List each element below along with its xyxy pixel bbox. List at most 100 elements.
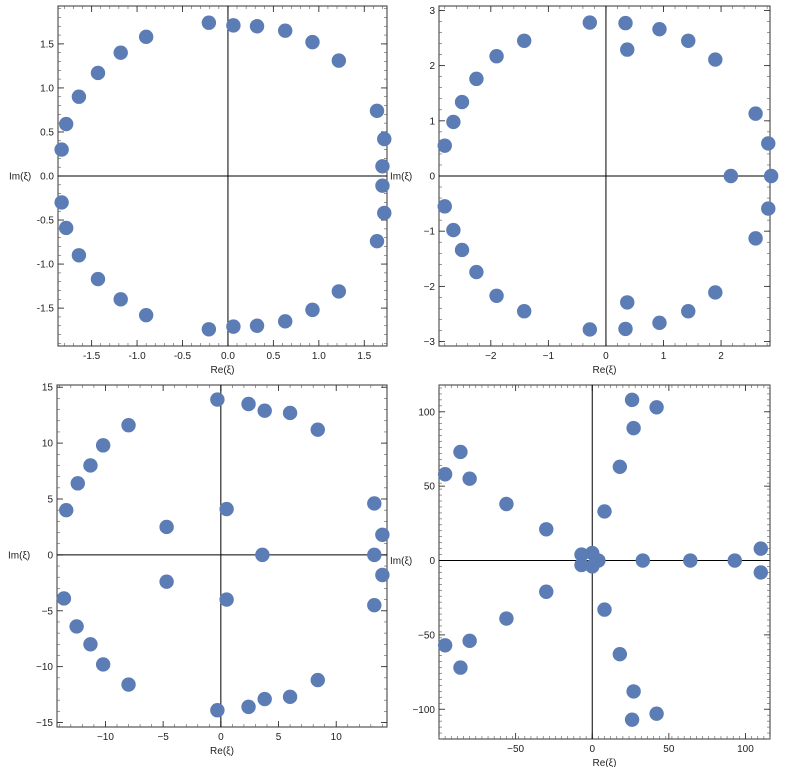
data-point: [159, 574, 174, 589]
data-point: [597, 504, 612, 519]
data-point: [241, 396, 256, 412]
data-point: [375, 527, 390, 542]
data-point: [539, 584, 554, 599]
data-point: [626, 420, 641, 436]
data-point: [219, 501, 234, 517]
data-point: [612, 647, 628, 662]
data-point: [282, 689, 298, 705]
x-tick-label: 1.0: [312, 351, 326, 362]
data-point: [652, 21, 667, 37]
y-tick-label: −2: [424, 282, 436, 293]
x-tick-label: 100: [737, 744, 754, 755]
y-tick-label: -1.0: [37, 260, 55, 271]
x-tick-label: 0.0: [221, 351, 235, 362]
data-point: [453, 660, 468, 675]
data-point: [708, 285, 723, 300]
data-point: [761, 201, 776, 216]
plot-panel-2: −2 −1 0 1 2 −3 −2 −1 0 1 2 3 Re(ξ) Im(ξ): [390, 5, 779, 376]
data-point: [612, 459, 628, 475]
data-point: [683, 553, 698, 568]
data-point: [437, 467, 453, 482]
x-tick-label: 0: [603, 351, 609, 362]
data-point: [255, 547, 270, 563]
data-point: [257, 691, 272, 707]
y-tick-label: 15: [42, 383, 54, 394]
data-point: [54, 195, 69, 210]
x-tick-label: -1.0: [128, 351, 146, 362]
data-point: [201, 322, 217, 337]
data-point: [681, 33, 696, 48]
data-point: [210, 703, 225, 718]
data-point: [121, 418, 136, 433]
data-point: [210, 392, 225, 407]
data-point: [499, 496, 514, 512]
data-point: [54, 142, 69, 157]
data-point: [489, 49, 504, 64]
x-tick-label: −1: [543, 351, 555, 362]
data-point: [652, 315, 667, 331]
x-tick-label: −5: [157, 732, 169, 743]
y-tick-label: -1.5: [37, 304, 55, 315]
x-tick-label: 0: [218, 732, 224, 743]
x-tick-label: −10: [97, 732, 114, 743]
data-point: [375, 178, 390, 193]
data-point: [70, 476, 85, 491]
data-point: [753, 565, 769, 580]
y-tick-label: 10: [42, 439, 54, 450]
data-point: [763, 168, 779, 184]
data-point: [516, 304, 532, 319]
data-point: [727, 553, 742, 568]
y-tick-label: −10: [36, 662, 53, 673]
data-point: [446, 222, 461, 238]
y-tick-label: 0.5: [40, 127, 54, 138]
data-point: [58, 116, 74, 132]
data-point: [635, 553, 651, 568]
data-point: [626, 684, 641, 699]
data-point: [305, 302, 320, 318]
plot-panel-1: -1.5 -1.0 -0.5 0.0 0.5 1.0 1.5 -1.5 -1.0 -0.5 0.0 0…: [9, 5, 392, 376]
data-point: [620, 295, 635, 310]
data-point: [201, 15, 217, 30]
data-point: [681, 304, 696, 319]
y-tick-label: −50: [418, 630, 435, 641]
data-point: [249, 318, 265, 333]
data-point: [113, 45, 128, 60]
data-point: [597, 602, 612, 617]
data-point: [437, 199, 452, 214]
data-point: [369, 103, 385, 119]
data-point: [437, 138, 452, 153]
data-point: [369, 233, 385, 249]
data-point: [278, 23, 293, 38]
data-point: [310, 672, 325, 688]
y-tick-label: −3: [424, 337, 436, 348]
data-point: [113, 292, 128, 307]
y-tick-label: 1.5: [40, 39, 54, 50]
data-point: [375, 567, 390, 583]
data-point: [624, 392, 640, 408]
data-point: [469, 264, 484, 280]
data-point: [121, 677, 136, 692]
data-point: [83, 637, 98, 652]
data-point: [159, 519, 174, 535]
data-point: [453, 444, 468, 460]
data-point: [367, 496, 382, 511]
data-point: [462, 633, 477, 649]
data-point: [753, 541, 769, 556]
x-tick-label: 10: [331, 732, 343, 743]
data-point: [761, 136, 776, 151]
data-point: [282, 405, 298, 421]
y-tick-label: 0: [47, 550, 53, 561]
data-point: [71, 248, 87, 263]
y-tick-label: −1: [424, 227, 436, 238]
data-point: [90, 65, 106, 81]
x-tick-label: 0.5: [266, 351, 280, 362]
data-point: [241, 699, 256, 715]
data-point: [454, 242, 470, 258]
data-point: [95, 657, 111, 672]
x-tick-label: -0.5: [174, 351, 192, 362]
data-point: [138, 29, 154, 45]
data-point: [649, 400, 664, 415]
data-point: [748, 231, 763, 246]
data-point: [377, 205, 392, 221]
data-point: [437, 638, 453, 653]
